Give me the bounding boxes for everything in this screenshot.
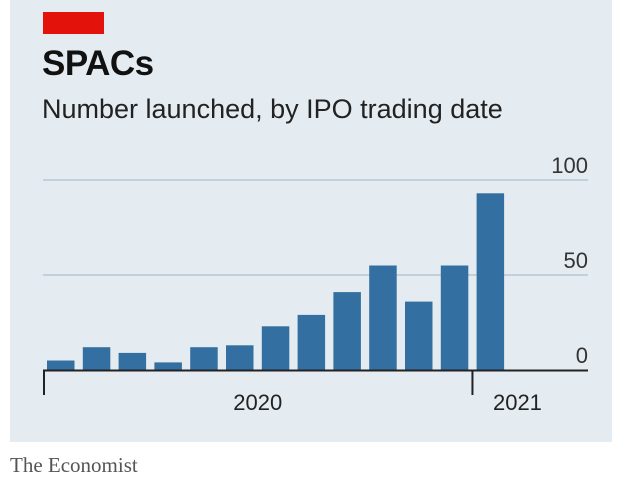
y-tick-label: 100 bbox=[551, 153, 588, 178]
y-tick-label: 0 bbox=[576, 343, 588, 368]
bar-2020-03 bbox=[118, 352, 147, 370]
bars bbox=[47, 193, 505, 370]
source-credit: The Economist bbox=[10, 453, 138, 477]
bar-2020-12 bbox=[440, 265, 469, 370]
x-tick-label-2021: 2021 bbox=[493, 390, 542, 415]
economist-red-tag bbox=[43, 12, 104, 34]
y-tick-label: 50 bbox=[564, 248, 588, 273]
bar-2021-01 bbox=[476, 193, 505, 370]
tick-labels: 0 50 100 2020 2021 bbox=[233, 153, 588, 415]
bar-2020-04 bbox=[154, 362, 182, 370]
bar-2020-09 bbox=[333, 292, 361, 370]
bar-2020-05 bbox=[190, 347, 218, 370]
bar-2020-06 bbox=[226, 345, 254, 370]
bar-2020-07 bbox=[261, 326, 290, 370]
chart-title: SPACs bbox=[42, 44, 154, 83]
bar-chart: 0 50 100 2020 2021 bbox=[43, 153, 588, 415]
x-axis bbox=[43, 369, 588, 395]
bar-2020-02 bbox=[82, 347, 111, 370]
x-tick-label-2020: 2020 bbox=[233, 390, 282, 415]
bar-2020-11 bbox=[405, 301, 433, 370]
chart-subtitle: Number launched, by IPO trading date bbox=[42, 94, 503, 124]
gridlines bbox=[43, 179, 588, 276]
bar-2020-01 bbox=[47, 360, 75, 370]
bar-2020-08 bbox=[297, 314, 326, 370]
bar-2020-10 bbox=[369, 265, 397, 370]
